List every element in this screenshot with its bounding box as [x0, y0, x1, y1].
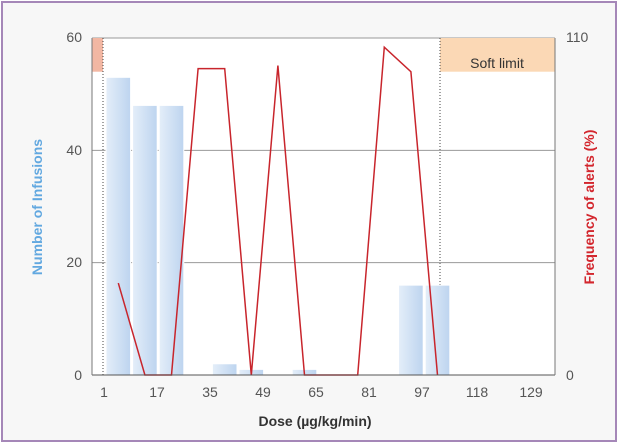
y-left-tick: 0 — [74, 367, 82, 383]
x-tick: 49 — [255, 384, 271, 400]
bar — [398, 284, 424, 376]
x-tick: 65 — [308, 384, 324, 400]
y-left-axis-label: Number of Infusions — [29, 139, 45, 275]
y-right-tick: 110 — [566, 29, 589, 45]
bar — [424, 284, 451, 376]
limit-shading — [92, 38, 555, 375]
x-tick: 35 — [202, 384, 218, 400]
bar — [132, 104, 158, 376]
lower-limit-region — [92, 38, 103, 72]
x-tick: 1 — [100, 384, 108, 400]
bar — [211, 363, 238, 376]
y-left-tick: 40 — [66, 142, 82, 158]
y-left-tick: 60 — [66, 29, 82, 45]
soft-limit-label: Soft limit — [470, 55, 524, 71]
y-right-tick: 0 — [566, 367, 574, 383]
x-tick: 97 — [414, 384, 430, 400]
x-tick: 17 — [149, 384, 165, 400]
axes — [91, 38, 556, 376]
x-tick: 118 — [466, 384, 489, 400]
bar — [158, 104, 185, 376]
bar — [105, 76, 132, 376]
y-right-axis-label: Frequency of alerts (%) — [581, 130, 597, 285]
x-tick: 129 — [519, 384, 543, 400]
soft-limit-region — [440, 38, 555, 72]
y-left-tick: 20 — [66, 254, 82, 270]
x-axis-label: Dose (µg/kg/min) — [258, 413, 371, 429]
x-tick: 81 — [361, 384, 377, 400]
